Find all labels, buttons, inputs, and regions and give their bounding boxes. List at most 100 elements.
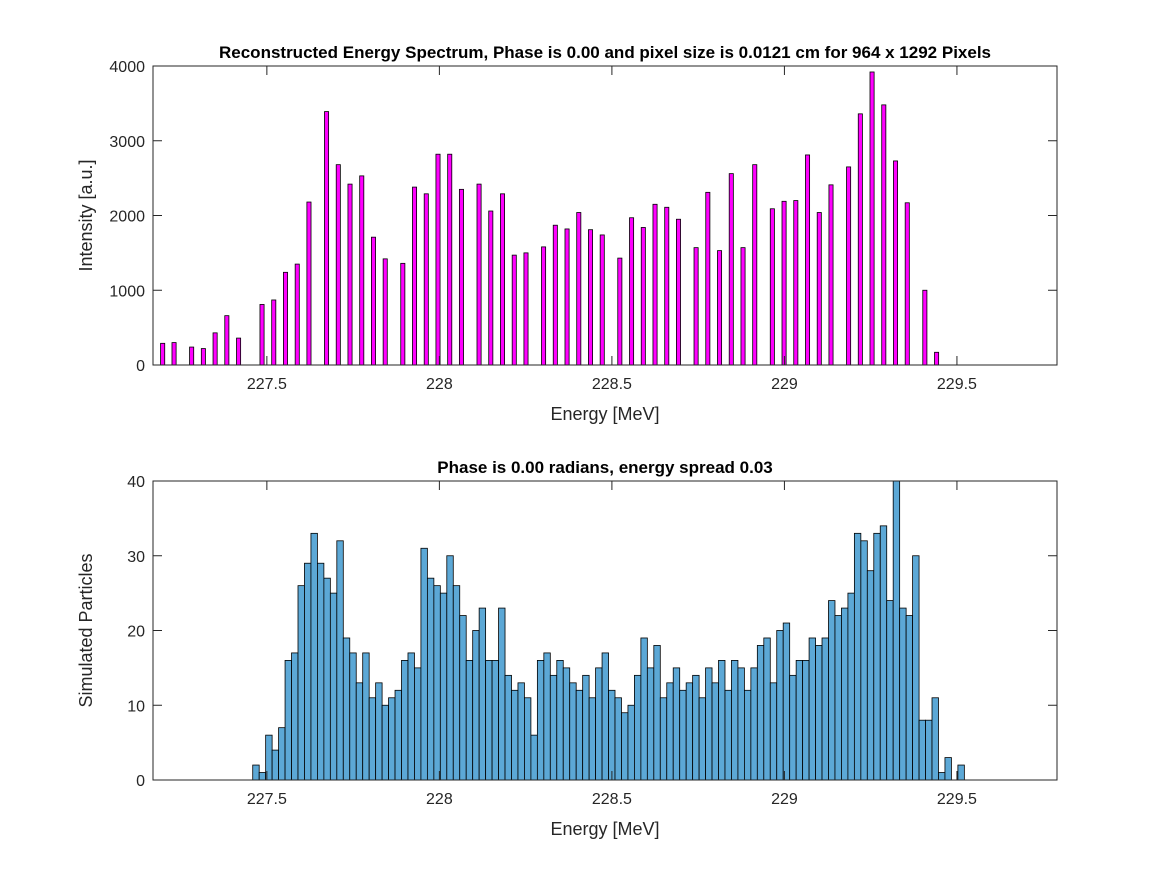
y-tick-label: 4000 xyxy=(109,59,145,76)
histogram-bar xyxy=(336,540,344,781)
bar-series xyxy=(160,71,940,366)
histogram-bar xyxy=(426,577,435,781)
histogram-bar xyxy=(329,592,338,781)
y-tick-label: 20 xyxy=(127,624,145,641)
intensity-bar xyxy=(500,193,505,366)
x-tick-label: 228.5 xyxy=(592,791,632,808)
histogram-bar xyxy=(744,689,752,781)
histogram-bar xyxy=(640,637,648,781)
intensity-bar xyxy=(511,254,517,366)
histogram-bar xyxy=(401,660,409,781)
histogram-bar xyxy=(530,734,538,781)
histogram-bar xyxy=(498,607,506,781)
histogram-bar xyxy=(750,667,758,781)
intensity-bar xyxy=(705,191,711,366)
histogram-bar xyxy=(556,660,564,781)
x-tick-label: 227.5 xyxy=(247,376,287,393)
histogram-bar xyxy=(705,667,713,781)
histogram-bar xyxy=(414,667,422,781)
histogram-bar xyxy=(815,645,823,781)
intensity-bar xyxy=(347,183,353,366)
intensity-bar xyxy=(306,201,312,366)
y-tick-label: 0 xyxy=(136,358,145,375)
y-tick-label: 3000 xyxy=(109,134,145,151)
histogram-bar xyxy=(925,719,933,781)
histogram-bar xyxy=(886,600,894,781)
intensity-bar xyxy=(576,212,582,366)
histogram-bar xyxy=(672,667,681,781)
intensity-chart: 227.5 228 228.5 229 229.5 0 1000 2000 3000 4000 R… xyxy=(76,43,1058,424)
histogram-bar xyxy=(653,645,661,781)
histogram-bar xyxy=(601,652,609,781)
x-tick-label: 229.5 xyxy=(937,376,977,393)
intensity-bar xyxy=(488,210,494,366)
histogram-bar xyxy=(465,660,474,781)
histogram-bar xyxy=(821,637,829,781)
histogram-bar xyxy=(459,615,467,781)
histogram-bar xyxy=(258,772,267,781)
axis-ticks: 227.5 228 228.5 229 229.5 0 1000 2000 3000 4000 xyxy=(109,59,1057,393)
intensity-bar xyxy=(400,262,406,366)
intensity-bar xyxy=(476,183,482,366)
histogram-bar xyxy=(892,480,901,781)
histogram-bar xyxy=(737,667,745,781)
chart-title: Reconstructed Energy Spectrum, Phase is … xyxy=(219,43,991,62)
y-tick-label: 10 xyxy=(127,698,145,715)
histogram-bar xyxy=(433,585,441,781)
histogram-bar xyxy=(349,652,357,781)
histogram-bar xyxy=(634,674,642,781)
intensity-bar xyxy=(828,184,834,366)
x-tick-label: 228 xyxy=(426,376,453,393)
histogram-bar xyxy=(944,757,952,781)
histogram-bar xyxy=(472,630,480,781)
histogram-bar xyxy=(938,772,946,781)
histogram-bar xyxy=(782,622,791,781)
intensity-bar xyxy=(881,104,887,366)
intensity-bar xyxy=(324,111,330,366)
intensity-bar xyxy=(564,228,570,366)
intensity-bar xyxy=(652,203,658,366)
intensity-bar xyxy=(869,71,875,366)
x-tick-label: 229 xyxy=(771,376,798,393)
histogram-bar xyxy=(284,660,292,781)
intensity-bar xyxy=(294,263,300,366)
histogram-bar xyxy=(666,682,674,781)
histogram-bar xyxy=(608,689,616,781)
histogram-bar xyxy=(291,652,299,781)
histogram-bar xyxy=(588,697,597,781)
histogram-bar xyxy=(271,749,279,781)
x-tick-label: 228 xyxy=(426,791,453,808)
histogram-bar xyxy=(860,540,868,781)
intensity-bar xyxy=(934,351,940,366)
histogram-bar xyxy=(685,682,694,781)
histogram-bar xyxy=(769,682,778,781)
histogram-bar xyxy=(718,660,726,781)
intensity-bar xyxy=(816,212,822,366)
histogram-bar xyxy=(375,682,383,781)
histogram-bar xyxy=(562,667,571,781)
histogram-bar xyxy=(795,660,804,781)
histogram-bar xyxy=(310,532,318,781)
histogram-bar xyxy=(368,697,377,781)
histogram-bar xyxy=(724,689,732,781)
y-axis-label: Intensity [a.u.] xyxy=(76,159,96,271)
intensity-bar xyxy=(224,315,230,366)
histogram-bar xyxy=(879,525,888,781)
histogram-bar xyxy=(731,660,739,781)
histogram-bar xyxy=(446,555,454,781)
histogram-bar xyxy=(614,697,622,781)
intensity-bar xyxy=(846,166,852,366)
histogram-bar xyxy=(899,607,907,781)
histogram-bar xyxy=(918,719,926,781)
intensity-bar xyxy=(805,154,811,366)
intensity-bar xyxy=(617,257,623,366)
y-tick-label: 30 xyxy=(127,549,145,566)
intensity-bar xyxy=(904,202,910,366)
y-tick-label: 1000 xyxy=(109,283,145,300)
histogram-bar xyxy=(323,577,331,781)
intensity-bar xyxy=(640,227,646,366)
intensity-bar xyxy=(541,246,547,366)
histogram-bar xyxy=(595,667,603,781)
y-tick-label: 40 xyxy=(127,474,145,491)
intensity-bar xyxy=(335,164,341,366)
